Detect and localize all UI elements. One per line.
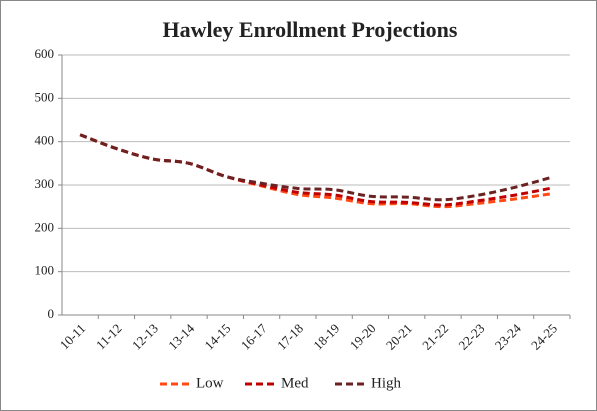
y-tick-label: 200 [35, 219, 55, 234]
legend-label: Low [196, 375, 224, 391]
y-tick-label: 300 [35, 176, 55, 191]
legend-label: High [371, 375, 402, 391]
y-tick-label: 500 [35, 89, 55, 104]
y-tick-label: 100 [35, 263, 55, 278]
y-tick-label: 0 [48, 306, 55, 321]
legend-label: Med [281, 375, 309, 391]
series-line [79, 133, 553, 202]
chart-title: Hawley Enrollment Projections [163, 17, 458, 42]
y-tick-label: 400 [35, 133, 55, 148]
y-tick-label: 600 [35, 46, 55, 61]
